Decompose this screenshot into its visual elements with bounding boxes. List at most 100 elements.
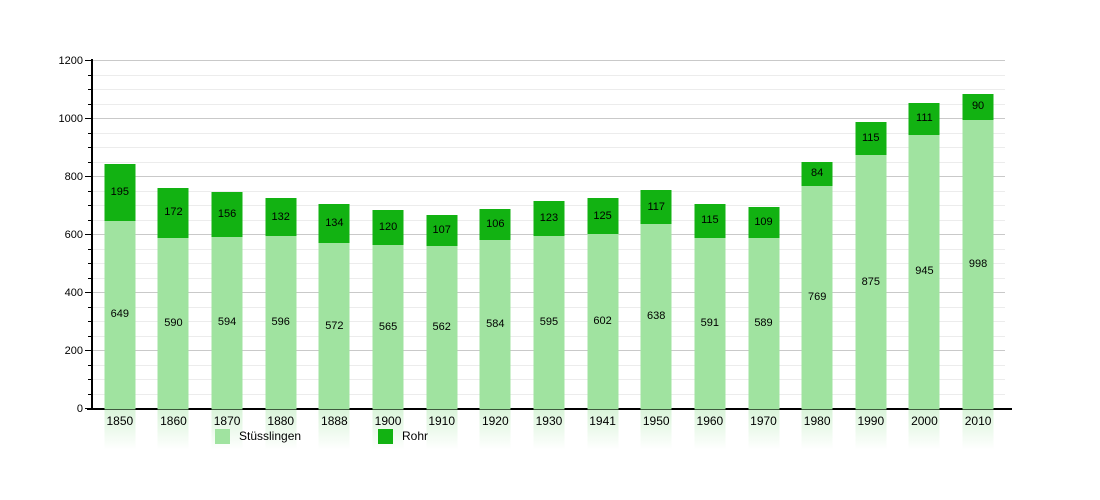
bar-reflection [265, 409, 297, 457]
stacked-bar-2010: 998 90 [962, 93, 994, 409]
stacked-bar-1990: 875 115 [855, 121, 887, 409]
value-label: 998 [968, 257, 988, 270]
stacked-bar-1960: 591 115 [694, 204, 726, 409]
x-axis-label-1888: 1888 [321, 414, 348, 428]
gridline-800 [93, 176, 1005, 177]
gridline-850 [93, 161, 1005, 163]
value-label: 134 [325, 217, 344, 230]
stacked-bar-1870: 594 156 [211, 191, 243, 409]
y-axis-label-200: 200 [64, 345, 83, 357]
gridline-1050 [93, 103, 1005, 105]
value-label: 945 [915, 265, 934, 278]
y-tick-100 [88, 379, 93, 380]
value-label: 111 [916, 112, 933, 125]
value-label: 172 [164, 206, 183, 219]
x-axis-label-1850: 1850 [106, 414, 134, 428]
value-label: 125 [593, 209, 612, 222]
y-tick-300 [88, 321, 93, 322]
stacked-bar-1980: 769 84 [801, 161, 833, 409]
value-label: 117 [647, 200, 665, 213]
y-tick-50 [88, 393, 93, 395]
bar-reflection [104, 409, 136, 457]
value-label: 875 [861, 275, 880, 288]
stacked-bar-1910: 562 107 [426, 215, 458, 409]
x-axis-line [87, 408, 1012, 410]
value-label: 602 [593, 315, 612, 328]
x-axis-label-1970: 1970 [750, 414, 777, 428]
y-tick-950 [88, 132, 93, 134]
legend-item-stuesslingen: Stüsslingen [215, 429, 301, 444]
y-tick-450 [88, 277, 93, 279]
value-label: 596 [271, 316, 290, 329]
x-axis-label-1860: 1860 [160, 414, 187, 428]
bar-reflection [157, 409, 189, 457]
bar-slot-2010: 998 90 2010 [951, 61, 1005, 457]
value-label: 649 [110, 308, 129, 321]
segment-rohr-1990: 115 [855, 121, 887, 156]
y-tick-350 [88, 306, 93, 308]
gridline-1200 [93, 60, 1005, 61]
stacked-bar-1941: 602 125 [587, 198, 619, 409]
gridline-750 [93, 190, 1005, 192]
bar-reflection [908, 409, 940, 457]
value-label: 120 [378, 221, 398, 234]
bar-slot-1990: 875 115 1990 [844, 61, 898, 457]
segment-st-sslingen-1860: 590 [157, 237, 189, 409]
legend-label-rohr: Rohr [402, 429, 429, 443]
segment-st-sslingen-1888: 572 [318, 243, 350, 409]
segment-rohr-2000: 111 [908, 102, 940, 135]
x-axis-label-1950: 1950 [642, 414, 670, 428]
y-tick-750 [88, 190, 93, 192]
gridline-1000 [93, 118, 1005, 119]
segment-rohr-1860: 172 [157, 188, 189, 238]
gridline-950 [93, 132, 1005, 134]
legend-item-rohr: Rohr [378, 429, 428, 444]
segment-rohr-1910: 107 [426, 215, 458, 247]
segment-rohr-1880: 132 [265, 197, 297, 237]
y-tick-800 [85, 176, 93, 177]
y-tick-1100 [88, 89, 93, 90]
y-axis-label-1000: 1000 [58, 113, 83, 125]
stacked-bar-1860: 590 172 [157, 188, 189, 409]
segment-rohr-2010: 90 [962, 93, 994, 120]
y-tick-850 [88, 161, 93, 163]
value-label: 90 [971, 100, 985, 113]
segment-st-sslingen-2000: 945 [908, 134, 940, 409]
value-label: 769 [807, 291, 827, 303]
segment-rohr-1888: 134 [318, 204, 350, 244]
x-axis-label-1941: 1941 [589, 414, 616, 428]
value-label: 84 [811, 167, 824, 180]
plot-area: 649 195 1850 590 172 1860 594 156 1870 596 132 1880… [85, 60, 1005, 457]
bar-slot-1900: 565 120 1900 [361, 61, 415, 457]
bar-reflection [640, 409, 672, 457]
bar-slot-1920: 584 106 1920 [468, 61, 522, 457]
y-tick-1000 [85, 118, 93, 119]
x-axis-label-1990: 1990 [857, 414, 885, 428]
y-tick-700 [88, 205, 93, 206]
segment-st-sslingen-1960: 591 [694, 237, 726, 409]
value-label: 565 [378, 320, 398, 333]
y-axis-label-0: 0 [76, 403, 83, 415]
y-tick-500 [88, 263, 93, 264]
segment-st-sslingen-1870: 594 [211, 236, 243, 409]
value-label: 115 [862, 132, 880, 145]
bar-reflection [694, 409, 726, 457]
stacked-bar-1880: 596 132 [265, 197, 297, 409]
x-axis-label-1920: 1920 [481, 414, 509, 428]
x-axis-label-1910: 1910 [428, 414, 456, 428]
x-axis-label-1900: 1900 [374, 414, 402, 428]
value-label: 156 [217, 207, 237, 220]
value-label: 106 [486, 217, 505, 230]
value-label: 584 [486, 317, 505, 330]
stacked-bar-1950: 638 117 [640, 190, 672, 409]
segment-st-sslingen-1970: 589 [748, 238, 779, 409]
segment-st-sslingen-1910: 562 [426, 246, 458, 409]
bar-slot-1960: 591 115 1960 [683, 61, 737, 457]
y-tick-1150 [88, 74, 93, 76]
stacked-bar-1900: 565 120 [372, 210, 404, 409]
segment-rohr-1900: 120 [372, 210, 404, 246]
y-tick-650 [88, 219, 93, 221]
segment-rohr-1960: 115 [694, 204, 726, 238]
bar-reflection [587, 409, 619, 457]
value-label: 123 [539, 212, 559, 225]
